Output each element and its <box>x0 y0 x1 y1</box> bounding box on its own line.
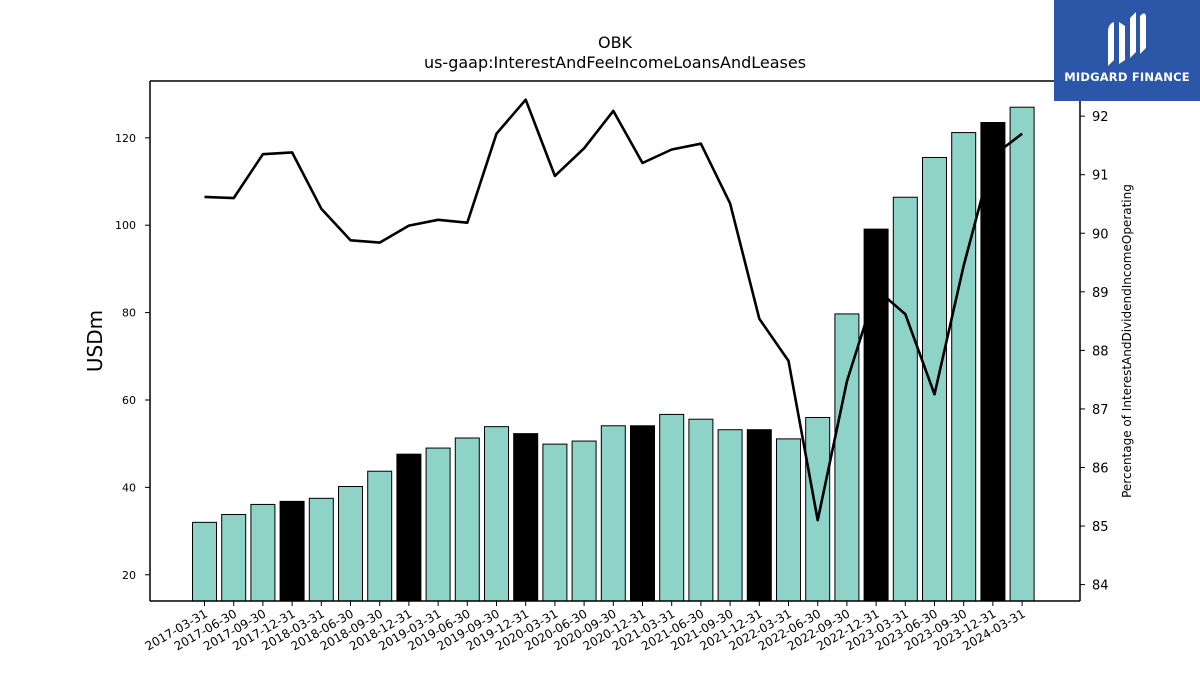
bar <box>250 503 276 602</box>
y-tick-label: 80 <box>122 307 136 320</box>
y2-tick-label: 90 <box>1092 227 1109 242</box>
y-axis-label: USDm <box>83 310 107 372</box>
bar <box>367 470 393 602</box>
logo-text: MIDGARD FINANCE <box>1064 70 1190 84</box>
y-tick-label: 100 <box>115 219 136 232</box>
y-tick-label: 60 <box>122 394 136 407</box>
bar <box>892 196 918 602</box>
bar <box>542 443 568 602</box>
bar <box>746 429 772 602</box>
bar <box>776 438 801 602</box>
bar <box>659 413 685 602</box>
chart-subtitle: us-gaap:InterestAndFeeIncomeLoansAndLeas… <box>424 53 806 72</box>
bar <box>863 228 889 602</box>
bar <box>425 447 451 602</box>
bar <box>805 416 831 602</box>
y2-tick-label: 89 <box>1092 286 1109 301</box>
bar <box>1009 106 1035 602</box>
midgard-finance-logo: MIDGARD FINANCE <box>1054 0 1200 101</box>
bar <box>308 497 334 602</box>
bar <box>454 437 480 602</box>
bar <box>834 313 860 602</box>
bar <box>571 440 597 602</box>
y2-axis-label: Percentage of InterestAndDividendIncomeO… <box>1120 184 1134 498</box>
y2-tick-label: 91 <box>1092 169 1109 184</box>
y2-tick-label: 84 <box>1092 579 1109 594</box>
bar <box>980 122 1006 602</box>
y2-tick-label: 88 <box>1092 344 1109 359</box>
bar <box>396 453 422 602</box>
logo-mark-icon <box>1108 12 1146 66</box>
bar <box>192 521 217 602</box>
y2-tick-label: 85 <box>1092 520 1109 535</box>
bar <box>221 513 247 602</box>
y-tick-label: 40 <box>122 481 136 494</box>
bar <box>338 486 363 602</box>
bar <box>630 425 655 602</box>
series-line <box>204 98 1023 522</box>
bar <box>922 156 947 602</box>
y-tick-label: 120 <box>115 132 136 145</box>
bar <box>717 429 743 602</box>
y2-tick-label: 92 <box>1092 110 1109 125</box>
bar <box>484 426 509 602</box>
bar <box>600 425 626 602</box>
chart-title: OBK <box>598 33 633 52</box>
bar <box>279 500 305 602</box>
y2-tick-label: 86 <box>1092 461 1109 476</box>
bar <box>688 418 714 602</box>
y-tick-label: 20 <box>122 569 136 582</box>
bar <box>513 433 539 602</box>
y2-tick-label: 87 <box>1092 403 1109 418</box>
bar <box>951 132 977 602</box>
